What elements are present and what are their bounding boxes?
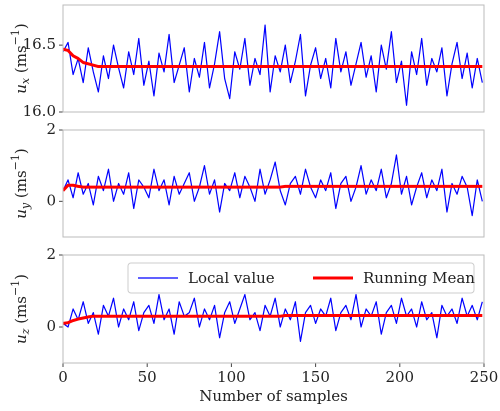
axes-frame (62, 254, 485, 364)
x-tick-label: 50 (138, 368, 157, 386)
y-label-main: u (12, 84, 30, 94)
series-line (63, 24, 483, 106)
x-tick-label: 150 (301, 368, 330, 386)
y-label-sup: −1 (9, 29, 22, 45)
x-tick-label: 0 (58, 368, 68, 386)
y-label-sub: z (19, 328, 32, 335)
y-tick-label: 2 (46, 245, 56, 263)
legend-label: Running Mean (363, 269, 475, 287)
y-label-close: ) (12, 274, 30, 280)
series-line (63, 294, 483, 342)
axes-frame (62, 129, 485, 238)
y-label-close: ) (12, 23, 30, 29)
legend-label: Local value (188, 269, 275, 287)
y-label-sub: y (19, 202, 32, 210)
y-label-main: u (12, 209, 30, 219)
y-label-sup: −1 (9, 280, 22, 296)
x-tick-label: 250 (470, 368, 499, 386)
y-axis-label: uy (ms−1) (9, 148, 32, 219)
x-tick-label: 200 (385, 368, 414, 386)
y-axis-label: ux (ms−1) (9, 23, 32, 94)
x-tick-label: 100 (217, 368, 246, 386)
x-axis-label: Number of samples (199, 387, 348, 405)
y-label-sup: −1 (9, 154, 22, 170)
y-label-unit: (ms (12, 296, 30, 329)
y-label-sub: x (19, 77, 32, 84)
y-label-main: u (12, 334, 30, 344)
y-axis-label: uz (ms−1) (9, 274, 32, 344)
plot-area (63, 154, 483, 217)
y-tick-label: 0 (46, 191, 56, 209)
y-label-close: ) (12, 148, 30, 154)
y-tick-label: 16.5 (23, 35, 56, 53)
plot-area (63, 294, 483, 342)
y-label-unit: (ms (12, 170, 30, 203)
y-tick-label: 16.0 (23, 102, 56, 120)
series-line (63, 313, 483, 325)
plot-area (63, 24, 483, 106)
y-label-unit: (ms (12, 45, 30, 78)
y-tick-label: 2 (46, 120, 56, 138)
series-line (63, 47, 483, 69)
series-line (63, 183, 483, 192)
y-tick-label: 0 (46, 317, 56, 335)
series-line (63, 154, 483, 217)
axes-frame (62, 4, 485, 113)
legend-box (127, 262, 475, 294)
